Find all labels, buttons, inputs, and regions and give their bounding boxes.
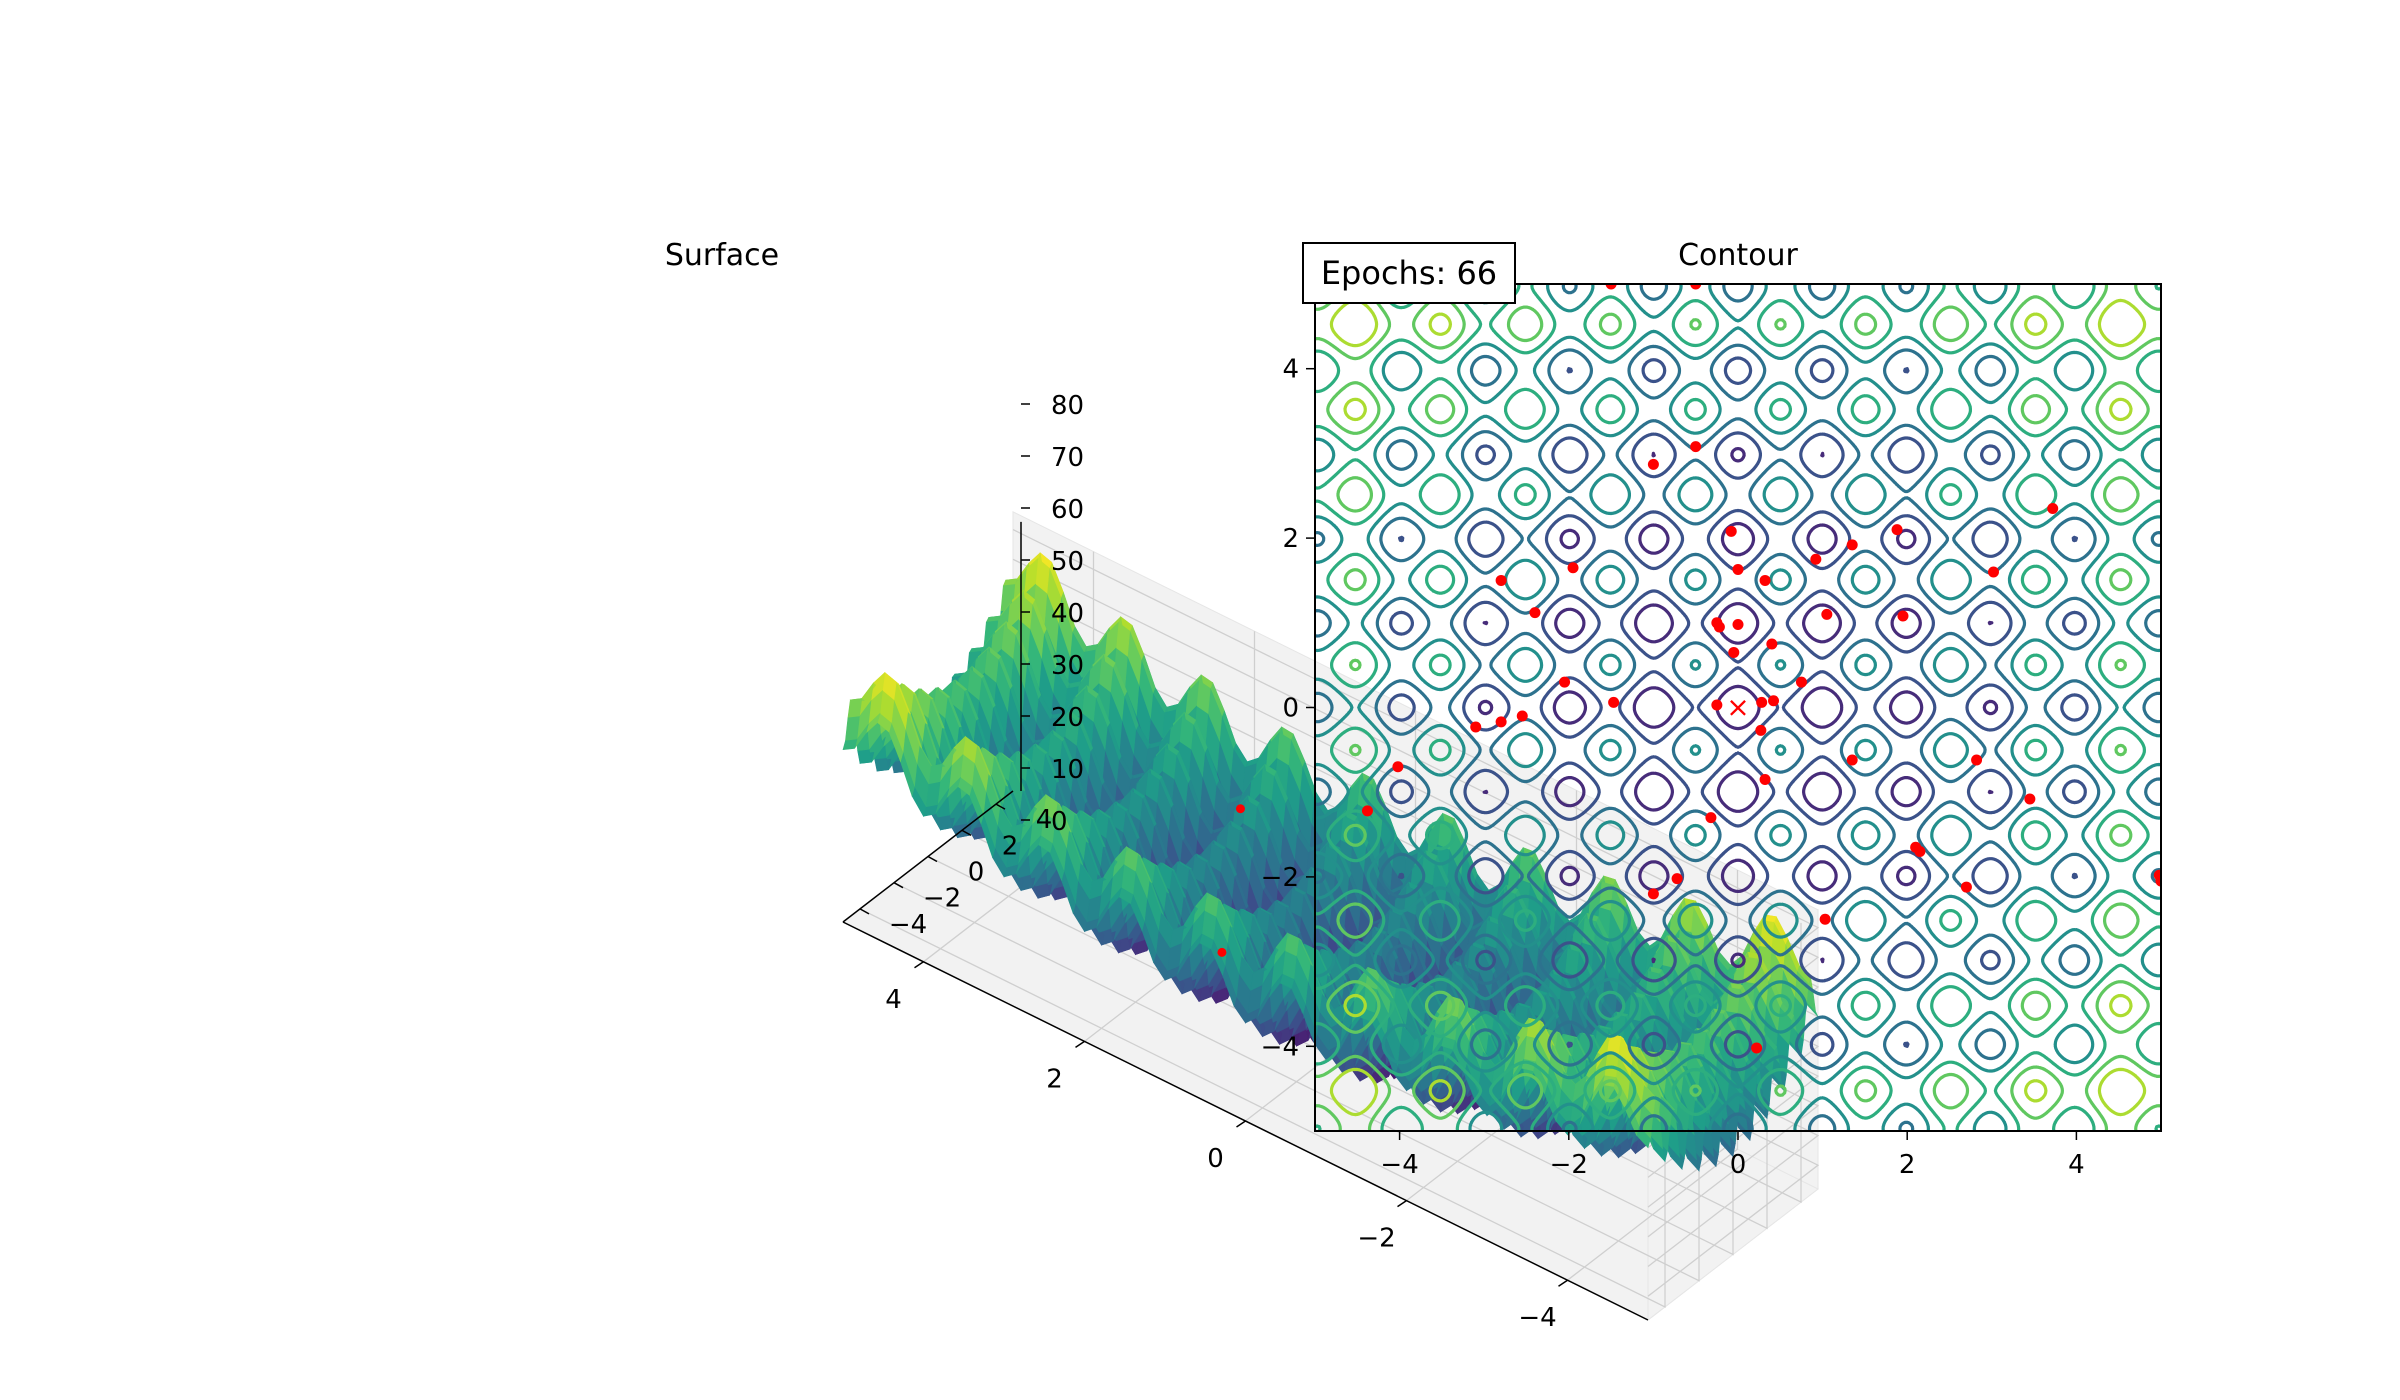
surface-z-tick-label: 0: [1051, 807, 1068, 837]
surface-z-tick-label: 50: [1051, 547, 1084, 577]
contour-point: [1821, 608, 1833, 620]
surface-z-tick-label: 70: [1051, 443, 1084, 473]
contour-point: [1751, 1042, 1763, 1054]
contour-point: [1725, 525, 1737, 537]
contour-point: [1819, 913, 1831, 925]
contour-point: [1608, 696, 1620, 708]
contour-x-tick-label: 4: [2068, 1150, 2085, 1180]
contour-point: [1567, 562, 1579, 574]
surface-z-tick-label: 10: [1051, 755, 1084, 785]
surface-mesh: [842, 552, 1819, 1172]
contour-point: [2024, 793, 2036, 805]
contour-point: [1759, 574, 1771, 586]
epochs-box: Epochs: 66: [1302, 242, 1516, 304]
contour-point: [1671, 873, 1683, 885]
contour-point: [1891, 524, 1903, 536]
surface-z-tick-label: 80: [1051, 391, 1084, 421]
contour-point: [1605, 284, 1617, 290]
contour-point: [1960, 881, 1972, 893]
surface-y-tick-label: 4: [1036, 805, 1053, 835]
contour-point: [1846, 539, 1858, 551]
contour-point: [1768, 695, 1780, 707]
contour-point: [1711, 699, 1723, 711]
contour-point: [1728, 646, 1740, 658]
contour-point: [1705, 812, 1717, 824]
contour-point: [1690, 284, 1702, 290]
contour-level-60: [1315, 284, 2161, 1131]
contour-point: [1713, 621, 1725, 633]
surface-point: [1235, 804, 1245, 814]
contour-point: [1759, 773, 1771, 785]
surface-z-tick-label: 40: [1051, 599, 1084, 629]
surface-x-tick-label: 0: [1207, 1144, 1224, 1174]
contour-axes: −4 −2 0 2 4 −4 −2 0 2 4: [1261, 355, 2085, 1180]
contour-level-30: [1315, 284, 2161, 1131]
surface-y-tick-label: −4: [889, 910, 927, 940]
contour-point: [1810, 553, 1822, 565]
contour-point: [1647, 888, 1659, 900]
contour-y-tick-label: −4: [1261, 1032, 1299, 1062]
surface-x-tick-label: 4: [885, 985, 902, 1015]
contour-point: [1495, 574, 1507, 586]
contour-point: [1846, 754, 1858, 766]
surface-points: [1217, 804, 1245, 957]
surface-z-tick-label: 30: [1051, 651, 1084, 681]
contour-x-tick-label: −4: [1380, 1150, 1418, 1180]
surface-y-tick-label: 2: [1002, 831, 1019, 861]
contour-y-tick-label: −2: [1261, 863, 1299, 893]
contour-x-tick-label: −2: [1550, 1150, 1588, 1180]
contour-point: [1971, 754, 1983, 766]
contour-y-tick-label: 0: [1282, 694, 1299, 724]
contour-level-70: [1329, 298, 2147, 1117]
surface-x-tick-label: −4: [1518, 1303, 1556, 1333]
contour-point: [1529, 607, 1541, 619]
contour-x-tick-label: 0: [1730, 1150, 1747, 1180]
contour-point: [1690, 441, 1702, 453]
contour-panel: Contour × −4 −2 0 2 4 −4 −2 0 2 4 Epochs: 66: [1261, 238, 2162, 1180]
contour-x-tick-label: 2: [1899, 1150, 1916, 1180]
contour-point: [2155, 875, 2161, 887]
surface-point: [1217, 947, 1227, 957]
contour-y-tick-label: 2: [1282, 524, 1299, 554]
contour-point: [1361, 805, 1373, 817]
surface-title: Surface: [665, 238, 779, 273]
contour-level-40: [1315, 284, 2161, 1131]
epochs-label: Epochs: 66: [1321, 254, 1497, 292]
contour-points: ×: [1361, 284, 2161, 1054]
contour-point: [1559, 676, 1571, 688]
contour-point: [1914, 845, 1926, 857]
contour-point: [1755, 724, 1767, 736]
contour-point: [1766, 638, 1778, 650]
surface-y-tick-label: −2: [923, 884, 961, 914]
contour-point: [1470, 721, 1482, 733]
contour-point: [1897, 610, 1909, 622]
surface-x-tick-label: −2: [1357, 1224, 1395, 1254]
contour-point: [2047, 502, 2059, 514]
contour-point: [1392, 761, 1404, 773]
contour-point: [1495, 716, 1507, 728]
contour-y-tick-label: 4: [1282, 355, 1299, 385]
contour-level-50: [1315, 284, 2161, 1131]
contour-point: [1516, 710, 1528, 722]
contour-point: [1647, 458, 1659, 470]
surface-z-tick-label: 60: [1051, 495, 1084, 525]
contour-point: [1756, 696, 1768, 708]
surface-z-tick-label: 20: [1051, 703, 1084, 733]
surface-y-tick-label: 0: [968, 858, 985, 888]
surface-x-tick-label: 2: [1046, 1064, 1063, 1094]
minimum-marker: ×: [1726, 691, 1749, 724]
contour-point: [1732, 563, 1744, 575]
contour-point: [1987, 566, 1999, 578]
contour-point: [1795, 676, 1807, 688]
contour-title: Contour: [1678, 238, 1798, 273]
contour-point: [1732, 618, 1744, 630]
contour-level-10: [1477, 447, 1999, 968]
